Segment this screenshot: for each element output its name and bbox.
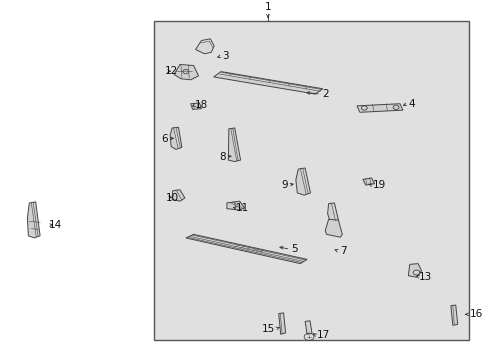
Text: 14: 14 <box>49 220 62 230</box>
Text: 6: 6 <box>161 134 167 144</box>
Polygon shape <box>170 127 182 149</box>
Text: 13: 13 <box>418 272 431 282</box>
Polygon shape <box>325 219 342 237</box>
Text: 5: 5 <box>291 244 298 255</box>
Text: 10: 10 <box>166 193 179 203</box>
Text: 2: 2 <box>322 89 329 99</box>
Text: 18: 18 <box>194 100 207 110</box>
Text: 17: 17 <box>316 330 329 340</box>
Text: 11: 11 <box>235 203 248 213</box>
Polygon shape <box>190 103 201 109</box>
Polygon shape <box>305 321 311 334</box>
Polygon shape <box>278 313 285 334</box>
Polygon shape <box>362 178 374 185</box>
Text: 12: 12 <box>164 66 178 76</box>
Text: 9: 9 <box>280 180 287 190</box>
Text: 16: 16 <box>468 309 482 319</box>
Text: 19: 19 <box>372 180 385 190</box>
Polygon shape <box>407 264 421 277</box>
Text: 15: 15 <box>261 324 274 334</box>
Polygon shape <box>174 64 198 80</box>
Text: 1: 1 <box>264 2 271 12</box>
Text: 3: 3 <box>222 51 229 61</box>
Polygon shape <box>195 39 214 54</box>
Polygon shape <box>226 201 244 210</box>
Polygon shape <box>213 72 322 94</box>
Polygon shape <box>450 305 457 325</box>
Polygon shape <box>185 234 306 264</box>
Polygon shape <box>295 168 310 195</box>
Polygon shape <box>172 190 184 201</box>
Text: 7: 7 <box>339 246 346 256</box>
Bar <box>154 21 468 340</box>
Polygon shape <box>356 104 402 112</box>
Polygon shape <box>327 203 338 221</box>
Text: 8: 8 <box>219 152 225 162</box>
Polygon shape <box>27 202 40 238</box>
Polygon shape <box>228 128 240 162</box>
Text: 4: 4 <box>408 99 415 109</box>
